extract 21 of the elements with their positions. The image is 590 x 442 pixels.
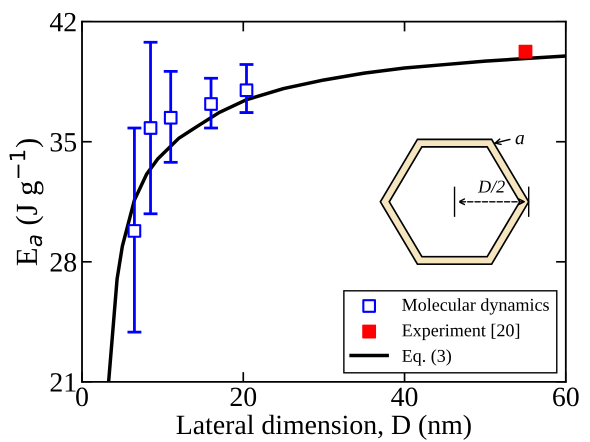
x-axis-title: Lateral dimension, D (nm) — [176, 414, 471, 440]
legend-label: Experiment [20] — [402, 324, 520, 340]
legend-label: Molecular dynamics — [402, 298, 549, 315]
annotation: D/2 — [478, 180, 505, 193]
y-axis-title: E$_{a}$ (J g$^{−1}$) — [10, 139, 44, 266]
y-tick-label: 28 — [50, 252, 76, 272]
point — [144, 121, 158, 135]
y-tick-label: 21 — [50, 373, 76, 392]
x-tick-label: 0 — [76, 388, 88, 406]
point — [164, 110, 178, 125]
point — [128, 224, 142, 238]
y-tick-label: 42 — [50, 12, 76, 32]
y-tick-label: 35 — [50, 132, 76, 152]
x-tick-label: 20 — [230, 388, 256, 406]
point — [240, 83, 254, 98]
legend-label: Eq. (3) — [402, 349, 451, 366]
point — [518, 44, 532, 59]
annotation: a — [516, 134, 524, 144]
x-tick-label: 60 — [553, 388, 579, 406]
x-tick-label: 40 — [391, 388, 418, 406]
point — [204, 97, 218, 111]
